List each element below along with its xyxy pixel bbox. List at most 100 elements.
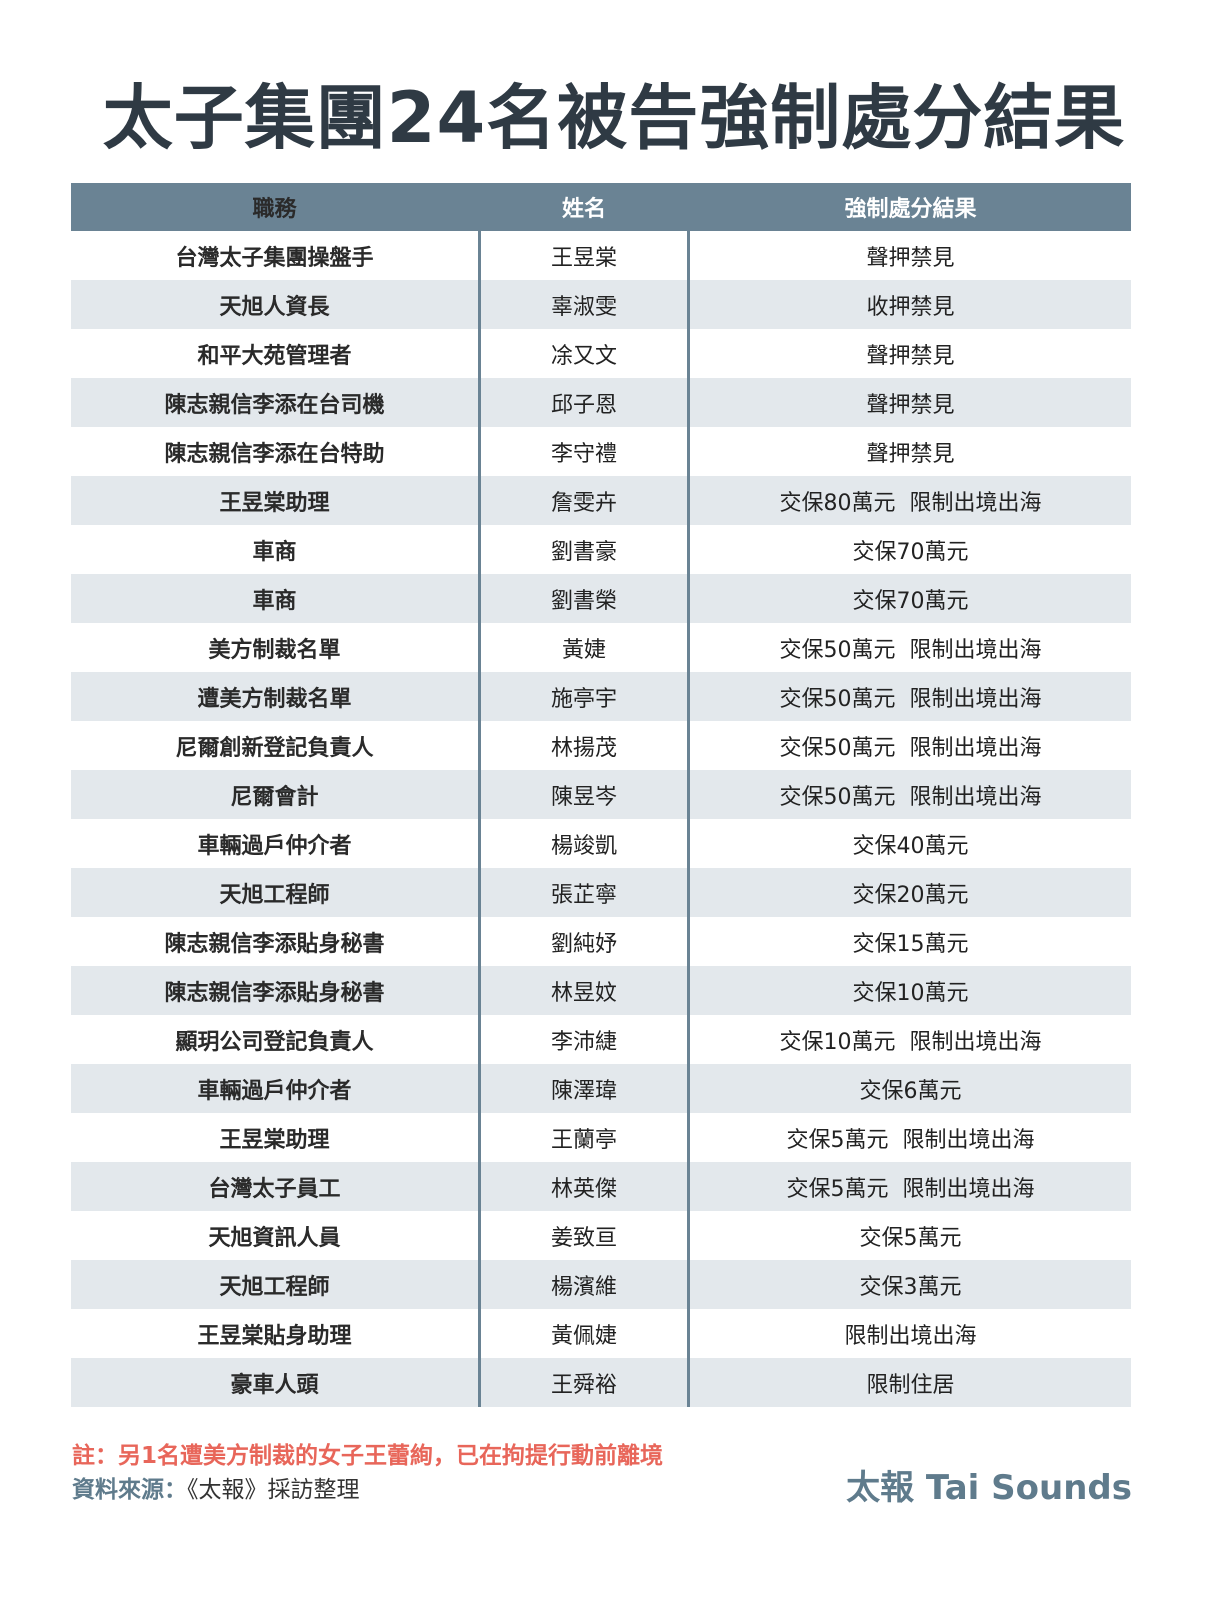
cell-name: 劉書榮: [478, 574, 690, 623]
brand-logo: 太報 Tai Sounds: [846, 1468, 1132, 1508]
cell-position: 天旭資訊人員: [208, 1225, 341, 1251]
cell-position: 車輛過戶仲介者: [197, 833, 352, 859]
cell-result: 交保5萬元: [859, 1225, 962, 1251]
footnote: 註：另1名遭美方制裁的女子王蕾絢，已在拘提行動前離境: [72, 1443, 664, 1469]
table-row: 王昱棠貼身助理 黃佩婕 限制出境出海: [71, 1309, 1131, 1358]
cell-position: 尼爾創新登記負責人: [175, 735, 374, 761]
cell-result: 限制住居: [866, 1372, 955, 1398]
source-label: 資料來源：: [72, 1477, 187, 1503]
cell-name: 辜淑雯: [478, 280, 690, 329]
cell-name: 劉純妤: [478, 917, 690, 966]
header-result: 強制處分結果: [844, 197, 977, 222]
table-row: 天旭工程師 張芷寧 交保20萬元: [71, 868, 1131, 917]
cell-result: 聲押禁見: [866, 343, 955, 369]
cell-result: 交保5萬元 限制出境出海: [786, 1176, 1035, 1202]
table-row: 車商 劉書豪 交保70萬元: [71, 525, 1131, 574]
cell-result: 收押禁見: [866, 294, 955, 320]
cell-name: 凃又文: [478, 329, 690, 378]
cell-result: 交保50萬元 限制出境出海: [779, 735, 1042, 761]
cell-position: 天旭工程師: [219, 882, 330, 908]
table-row: 車輛過戶仲介者 楊竣凱 交保40萬元: [71, 819, 1131, 868]
cell-position: 顯玥公司登記負責人: [175, 1029, 374, 1055]
table-row: 遭美方制裁名單 施亭宇 交保50萬元 限制出境出海: [71, 672, 1131, 721]
table-body: 台灣太子集團操盤手 王昱棠 聲押禁見 天旭人資長 辜淑雯 收押禁見 和平大苑管理者 凃又文 聲押…: [71, 231, 1131, 1407]
cell-name: 林昱妏: [478, 966, 690, 1015]
table-row: 天旭工程師 楊濱維 交保3萬元: [71, 1260, 1131, 1309]
cell-name: 施亭宇: [478, 672, 690, 721]
cell-result: 交保80萬元 限制出境出海: [779, 490, 1042, 516]
table-row: 車商 劉書榮 交保70萬元: [71, 574, 1131, 623]
cell-name: 王舜裕: [478, 1358, 690, 1407]
cell-result: 交保6萬元: [859, 1078, 962, 1104]
cell-name: 黃婕: [478, 623, 690, 672]
cell-position: 台灣太子員工: [208, 1176, 341, 1202]
table-row: 台灣太子員工 林英傑 交保5萬元 限制出境出海: [71, 1162, 1131, 1211]
table-row: 王昱棠助理 詹雯卉 交保80萬元 限制出境出海: [71, 476, 1131, 525]
cell-name: 李沛緁: [478, 1015, 690, 1064]
source-line: 資料來源：《太報》採訪整理: [72, 1470, 360, 1504]
table-row: 尼爾會計 陳昱岑 交保50萬元 限制出境出海: [71, 770, 1131, 819]
table-row: 尼爾創新登記負責人 林揚茂 交保50萬元 限制出境出海: [71, 721, 1131, 770]
cell-position: 天旭人資長: [219, 294, 330, 320]
cell-name: 李守禮: [478, 427, 690, 476]
cell-position: 陳志親信李添在台司機: [164, 392, 385, 418]
cell-result: 聲押禁見: [866, 245, 955, 271]
results-table: 職務 姓名 強制處分結果 台灣太子集團操盤手 王昱棠 聲押禁見 天旭人資長 辜淑雯 收押禁…: [71, 183, 1131, 1407]
cell-name: 劉書豪: [478, 525, 690, 574]
cell-position: 台灣太子集團操盤手: [175, 245, 374, 271]
table-row: 天旭人資長 辜淑雯 收押禁見: [71, 280, 1131, 329]
cell-position: 尼爾會計: [230, 784, 319, 810]
table-row: 陳志親信李添貼身秘書 林昱妏 交保10萬元: [71, 966, 1131, 1015]
cell-result: 交保5萬元 限制出境出海: [786, 1127, 1035, 1153]
table-row: 天旭資訊人員 姜致亘 交保5萬元: [71, 1211, 1131, 1260]
cell-name: 王蘭亭: [478, 1113, 690, 1162]
table-row: 顯玥公司登記負責人 李沛緁 交保10萬元 限制出境出海: [71, 1015, 1131, 1064]
cell-position: 車商: [252, 539, 297, 565]
table-row: 陳志親信李添貼身秘書 劉純妤 交保15萬元: [71, 917, 1131, 966]
cell-result: 交保70萬元: [852, 539, 969, 565]
cell-position: 陳志親信李添在台特助: [164, 441, 385, 467]
cell-position: 和平大苑管理者: [197, 343, 352, 369]
table-row: 和平大苑管理者 凃又文 聲押禁見: [71, 329, 1131, 378]
cell-result: 交保20萬元: [852, 882, 969, 908]
cell-name: 林揚茂: [478, 721, 690, 770]
table-row: 車輛過戶仲介者 陳澤瑋 交保6萬元: [71, 1064, 1131, 1113]
cell-position: 陳志親信李添貼身秘書: [164, 931, 385, 957]
cell-position: 王昱棠助理: [219, 1127, 330, 1153]
cell-result: 交保10萬元 限制出境出海: [779, 1029, 1042, 1055]
table-header: 職務 姓名 強制處分結果: [71, 183, 1131, 231]
cell-name: 張芷寧: [478, 868, 690, 917]
table-row: 陳志親信李添在台特助 李守禮 聲押禁見: [71, 427, 1131, 476]
cell-name: 黃佩婕: [478, 1309, 690, 1358]
cell-name: 詹雯卉: [478, 476, 690, 525]
cell-result: 交保50萬元 限制出境出海: [779, 637, 1042, 663]
cell-name: 姜致亘: [478, 1211, 690, 1260]
header-position: 職務: [252, 197, 297, 222]
cell-name: 陳澤瑋: [478, 1064, 690, 1113]
cell-result: 交保40萬元: [852, 833, 969, 859]
table-row: 美方制裁名單 黃婕 交保50萬元 限制出境出海: [71, 623, 1131, 672]
cell-position: 車輛過戶仲介者: [197, 1078, 352, 1104]
table-row: 豪車人頭 王舜裕 限制住居: [71, 1358, 1131, 1407]
table-row: 陳志親信李添在台司機 邱子恩 聲押禁見: [71, 378, 1131, 427]
cell-result: 聲押禁見: [866, 392, 955, 418]
cell-position: 陳志親信李添貼身秘書: [164, 980, 385, 1006]
cell-name: 楊濱維: [478, 1260, 690, 1309]
cell-result: 交保3萬元: [859, 1274, 962, 1300]
cell-position: 美方制裁名單: [208, 637, 341, 663]
cell-name: 王昱棠: [478, 231, 690, 280]
table-row: 王昱棠助理 王蘭亭 交保5萬元 限制出境出海: [71, 1113, 1131, 1162]
cell-name: 楊竣凱: [478, 819, 690, 868]
cell-position: 天旭工程師: [219, 1274, 330, 1300]
source-text: 《太報》採訪整理: [187, 1477, 360, 1503]
page-title: 太子集團24名被告強制處分結果: [102, 77, 1126, 159]
cell-result: 交保70萬元: [852, 588, 969, 614]
table-row: 台灣太子集團操盤手 王昱棠 聲押禁見: [71, 231, 1131, 280]
cell-name: 陳昱岑: [478, 770, 690, 819]
cell-result: 限制出境出海: [844, 1323, 977, 1349]
cell-name: 邱子恩: [478, 378, 690, 427]
cell-result: 交保50萬元 限制出境出海: [779, 784, 1042, 810]
cell-position: 遭美方制裁名單: [197, 686, 352, 712]
cell-position: 王昱棠貼身助理: [197, 1323, 352, 1349]
cell-result: 交保15萬元: [852, 931, 969, 957]
